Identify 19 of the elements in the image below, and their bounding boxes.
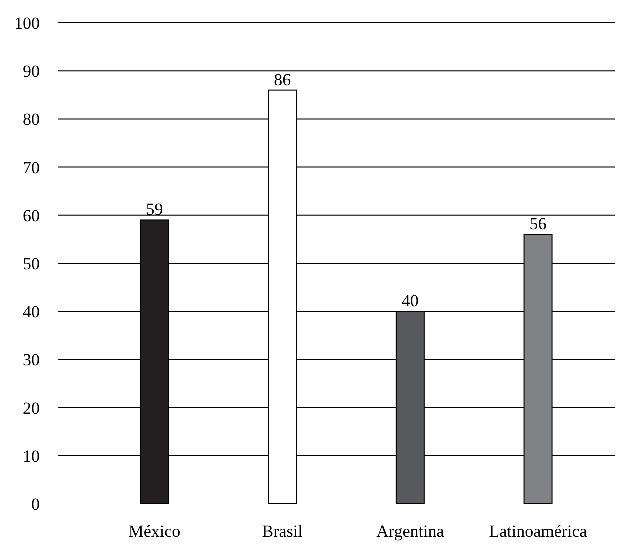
x-tick-label: México xyxy=(128,522,181,541)
data-label: 86 xyxy=(274,70,292,90)
y-tick-label: 50 xyxy=(23,254,40,274)
y-tick-label: 90 xyxy=(23,62,40,82)
data-label: 40 xyxy=(402,292,419,311)
y-tick-label: 70 xyxy=(23,158,40,178)
y-tick-label: 20 xyxy=(23,398,40,418)
y-tick-label: 80 xyxy=(23,110,40,130)
y-tick-label: 100 xyxy=(14,14,40,33)
data-label: 59 xyxy=(146,200,164,220)
x-tick-label: Latinoamérica xyxy=(489,522,588,541)
y-tick-label: 60 xyxy=(23,206,40,226)
data-label: 56 xyxy=(530,214,547,234)
y-tick-label: 40 xyxy=(23,302,40,322)
y-tick-label: 0 xyxy=(32,494,40,514)
y-tick-label: 30 xyxy=(23,350,40,370)
y-tick-label: 10 xyxy=(23,446,40,466)
x-tick-label: Brasil xyxy=(262,522,304,541)
x-tick-label: Argentina xyxy=(376,522,445,541)
